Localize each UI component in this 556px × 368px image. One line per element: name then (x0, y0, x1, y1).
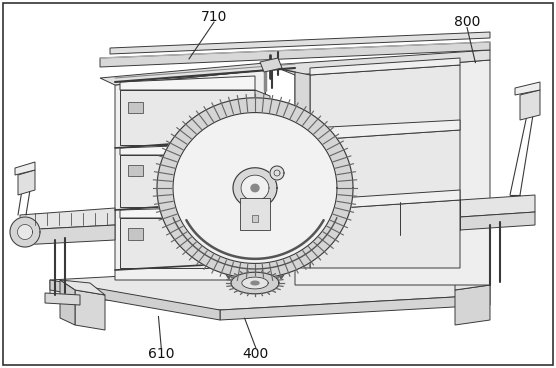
Polygon shape (17, 224, 32, 240)
Polygon shape (295, 72, 310, 130)
Polygon shape (270, 166, 284, 180)
Polygon shape (240, 198, 270, 230)
Polygon shape (45, 293, 80, 305)
Polygon shape (340, 195, 535, 225)
Polygon shape (295, 130, 310, 200)
Polygon shape (255, 90, 270, 150)
Polygon shape (100, 63, 265, 85)
Polygon shape (455, 285, 490, 325)
Polygon shape (60, 280, 75, 325)
Polygon shape (242, 277, 268, 289)
Polygon shape (128, 228, 143, 240)
Text: 610: 610 (148, 347, 175, 361)
Polygon shape (50, 268, 490, 310)
Polygon shape (20, 225, 115, 245)
Polygon shape (128, 165, 143, 176)
Text: 800: 800 (454, 15, 480, 29)
Polygon shape (295, 192, 310, 268)
Polygon shape (520, 90, 540, 120)
Polygon shape (255, 155, 270, 213)
Polygon shape (270, 50, 490, 75)
Polygon shape (260, 58, 282, 72)
Text: 400: 400 (242, 347, 269, 361)
Polygon shape (10, 217, 40, 247)
Polygon shape (120, 206, 255, 218)
Polygon shape (120, 218, 255, 268)
Polygon shape (310, 58, 460, 75)
Polygon shape (310, 190, 460, 210)
Polygon shape (120, 155, 255, 207)
Polygon shape (120, 90, 255, 145)
Polygon shape (110, 32, 490, 54)
Polygon shape (330, 200, 345, 238)
Polygon shape (251, 281, 259, 285)
Polygon shape (75, 290, 105, 330)
Polygon shape (310, 120, 460, 140)
Polygon shape (60, 280, 105, 295)
Polygon shape (310, 130, 460, 200)
Polygon shape (115, 70, 265, 280)
Polygon shape (310, 65, 460, 130)
Polygon shape (295, 60, 490, 285)
Polygon shape (515, 82, 540, 95)
Polygon shape (120, 76, 255, 90)
Polygon shape (50, 280, 220, 320)
Polygon shape (220, 295, 490, 320)
Polygon shape (455, 275, 490, 290)
Polygon shape (18, 170, 35, 195)
Polygon shape (120, 143, 255, 155)
Polygon shape (255, 218, 270, 274)
Polygon shape (340, 212, 535, 238)
Polygon shape (310, 200, 460, 268)
Polygon shape (100, 42, 490, 67)
Polygon shape (20, 208, 115, 230)
Polygon shape (252, 215, 258, 222)
Polygon shape (173, 113, 337, 263)
Polygon shape (233, 168, 277, 208)
Text: 710: 710 (201, 10, 227, 24)
Polygon shape (251, 184, 259, 192)
Polygon shape (15, 162, 35, 175)
Polygon shape (128, 102, 143, 113)
Polygon shape (241, 175, 269, 201)
Polygon shape (231, 272, 279, 294)
Polygon shape (157, 98, 353, 278)
